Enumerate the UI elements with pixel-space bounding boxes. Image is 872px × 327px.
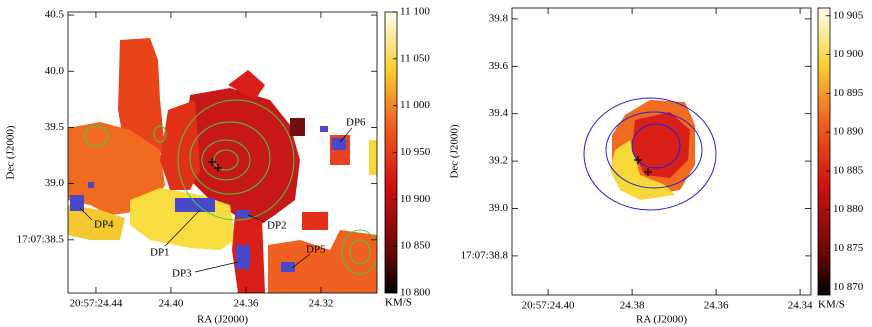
x-tick-label: 24.36 [704,300,729,312]
x-tick-label: 24.32 [309,298,334,310]
annotation: DP1 [150,247,170,259]
colorbar-tick-label: 11 000 [400,99,430,111]
colorbar-tick-label: 10 950 [400,146,431,158]
colorbar-tick-label: 10 870 [833,281,864,293]
colorbar-tick-label: 10 900 [400,193,431,205]
colorbar-tick-label: 10 875 [833,242,864,254]
velocity-map [68,38,377,293]
x-axis-label: RA (J2000) [197,314,248,326]
y-axis-label: Dec (J2000) [449,124,461,178]
y-tick-label: 40.5 [45,9,65,21]
colorbar-tick-label: 10 850 [400,240,431,252]
y-tick-label: 39.6 [489,60,509,72]
x-tick-label: 24.40 [159,298,184,310]
colorbar-tick-label: 11 050 [400,52,430,64]
y-tick-label: 39.0 [45,177,65,189]
x-axis-label: RA (J2000) [636,314,687,326]
colorbar-tick-label: 10 900 [833,48,864,60]
y-tick-label: 17:07:38.5 [17,233,65,245]
annotation: DP2 [267,220,287,232]
colorbar [817,7,831,296]
annotation: DP3 [172,268,192,280]
annotation: DP4 [94,219,114,231]
colorbar-label: KM/S [385,297,412,309]
x-tick-label: 24.38 [620,300,645,312]
colorbar-tick-label: 10 895 [833,87,864,99]
y-tick-label: 39.2 [489,155,508,167]
y-tick-label: 39.4 [489,107,509,119]
y-tick-label: 39.8 [489,12,509,24]
y-tick-label: 40.0 [45,65,65,77]
plot-frame [67,11,378,294]
annotation: DP5 [306,244,326,256]
x-tick-label: 24.36 [234,298,259,310]
annotation: DP6 [346,117,366,129]
y-tick-label: 17:07:38.8 [461,249,509,261]
colorbar-tick-label: 11 100 [400,6,430,18]
y-axis-label: Dec (J2000) [5,125,17,179]
colorbar-tick-label: 10 890 [833,126,864,138]
colorbar-tick-label: 10 905 [833,9,864,21]
x-tick-label: 20:57:24.44 [70,298,123,310]
y-tick-label: 39.5 [45,121,65,133]
plot-frame [511,7,812,296]
x-tick-label: 20:57:24.40 [522,300,575,312]
colorbar-tick-label: 10 800 [400,287,431,299]
pointer-lines [79,127,353,273]
colorbar-tick-label: 10 885 [833,164,864,176]
y-tick-label: 39.0 [489,202,509,214]
velocity-map [583,97,717,211]
x-tick-label: 24.34 [788,300,813,312]
colorbar-tick-label: 10 880 [833,203,864,215]
colorbar-label: KM/S [818,299,845,311]
